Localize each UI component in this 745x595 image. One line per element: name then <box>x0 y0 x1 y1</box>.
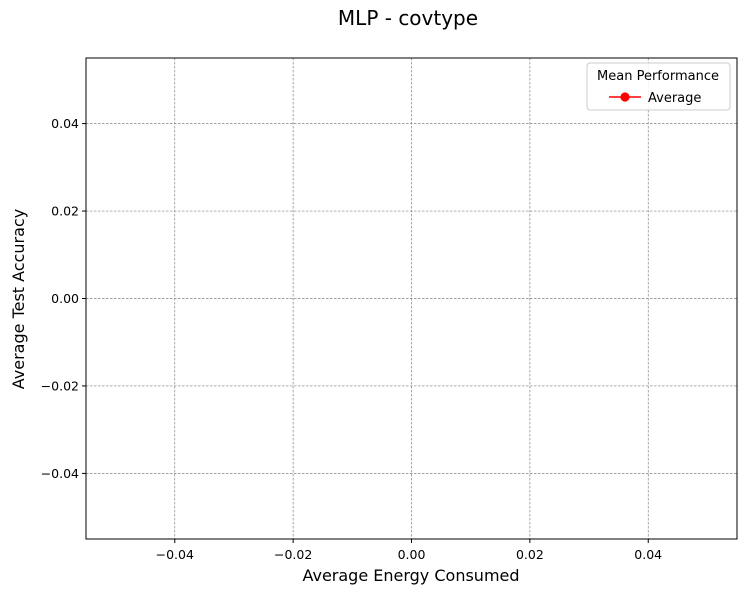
y-tick-label: −0.04 <box>41 466 79 481</box>
x-tick-label: 0.04 <box>634 547 662 562</box>
y-tick-label: 0.04 <box>51 116 79 131</box>
x-tick-label: 0.02 <box>516 547 544 562</box>
y-axis-ticks: −0.04 −0.02 0.00 0.02 0.04 <box>41 116 86 481</box>
y-tick-label: −0.02 <box>41 378 79 393</box>
legend-label-average: Average <box>648 91 701 106</box>
chart-title: MLP - covtype <box>338 6 478 30</box>
y-tick-label: 0.02 <box>51 204 79 219</box>
legend-title: Mean Performance <box>597 69 719 84</box>
x-tick-label: −0.02 <box>274 547 312 562</box>
grid <box>86 58 737 539</box>
x-axis-label: Average Energy Consumed <box>302 566 519 585</box>
y-axis-label: Average Test Accuracy <box>9 209 28 389</box>
x-axis-ticks: −0.04 −0.02 0.00 0.02 0.04 <box>156 539 662 562</box>
legend-marker-average <box>620 92 630 102</box>
x-tick-label: −0.04 <box>156 547 194 562</box>
x-tick-label: 0.00 <box>398 547 426 562</box>
legend: Mean Performance Average <box>586 62 731 111</box>
y-tick-label: 0.00 <box>51 291 79 306</box>
